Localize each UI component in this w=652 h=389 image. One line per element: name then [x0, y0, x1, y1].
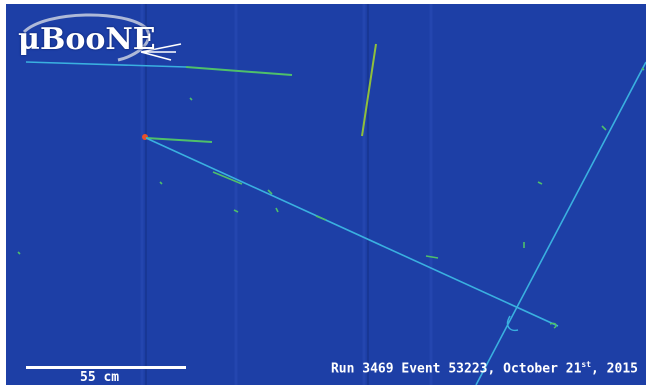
- event-caption: Run 3469 Event 53223, October 21st, 2015: [331, 360, 638, 376]
- track-crossing: [475, 61, 646, 385]
- track-short-diagonal: [361, 43, 377, 137]
- wire-stripes-dark: [145, 4, 369, 385]
- microboone-logo: μBooNE: [18, 22, 156, 57]
- track-vertex-green: [145, 137, 213, 143]
- caption-ordinal: st: [581, 360, 592, 369]
- scale-bar: [26, 366, 186, 369]
- caption-text: Run 3469 Event 53223, October 21: [330, 361, 582, 377]
- wire-stripes: [140, 4, 433, 385]
- track-top-horizontal: [25, 61, 187, 68]
- track-curl: [506, 315, 519, 332]
- scale-label: 55 cm: [80, 370, 120, 385]
- scattered-hits: [17, 67, 645, 259]
- logo-swoosh: [22, 13, 150, 62]
- track-hook: [549, 322, 557, 329]
- caption-year: , 2015: [591, 361, 638, 377]
- event-tracks: [17, 4, 646, 385]
- track-main-diagonal: [145, 137, 559, 327]
- event-display: μBooNE 55 cm Run 3469 Event 53223, Octob…: [6, 4, 646, 385]
- logo-arrow: [140, 43, 182, 61]
- track-top-green: [185, 66, 293, 76]
